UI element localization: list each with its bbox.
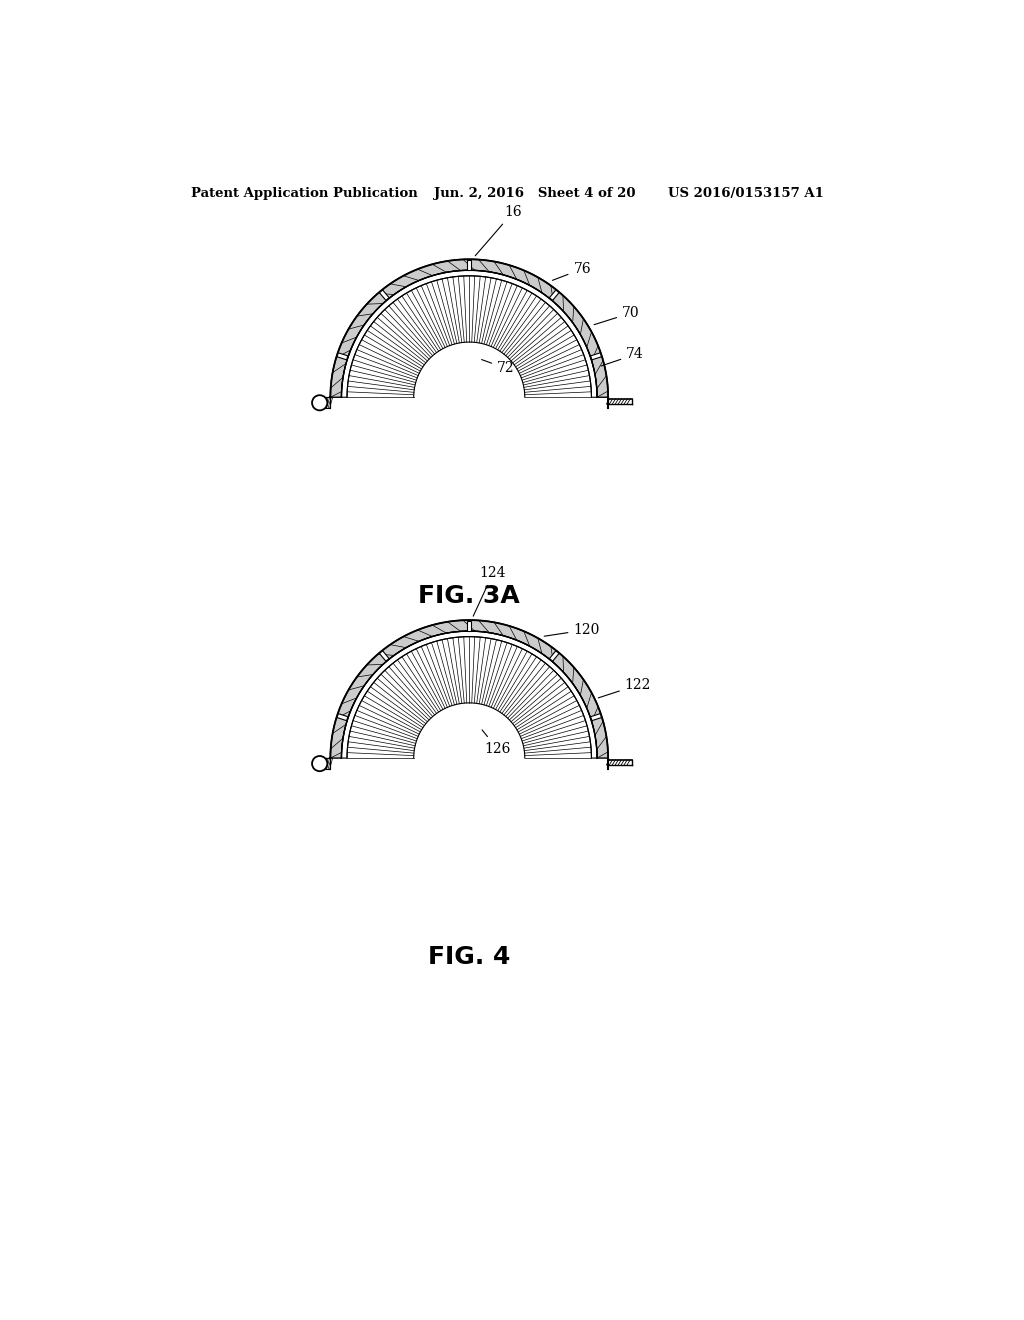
Text: FIG. 4: FIG. 4 <box>428 945 510 969</box>
Polygon shape <box>341 631 597 758</box>
Text: 76: 76 <box>552 261 591 280</box>
Text: Jun. 2, 2016   Sheet 4 of 20: Jun. 2, 2016 Sheet 4 of 20 <box>433 187 635 201</box>
Text: FIG. 3A: FIG. 3A <box>419 585 520 609</box>
Polygon shape <box>337 714 348 721</box>
Polygon shape <box>337 352 348 360</box>
Polygon shape <box>380 651 389 661</box>
Polygon shape <box>341 271 597 397</box>
Polygon shape <box>323 758 331 770</box>
Polygon shape <box>591 714 601 721</box>
Text: Patent Application Publication: Patent Application Publication <box>191 187 418 201</box>
Ellipse shape <box>312 756 328 771</box>
Text: US 2016/0153157 A1: US 2016/0153157 A1 <box>668 187 823 201</box>
Text: 120: 120 <box>544 623 600 636</box>
Polygon shape <box>467 620 471 631</box>
Text: 16: 16 <box>475 206 521 256</box>
Polygon shape <box>550 651 559 661</box>
Text: 70: 70 <box>594 306 640 325</box>
Polygon shape <box>467 260 471 269</box>
Text: 74: 74 <box>601 347 644 366</box>
Text: 72: 72 <box>481 359 515 375</box>
Ellipse shape <box>312 395 328 411</box>
Text: 122: 122 <box>598 678 651 698</box>
Polygon shape <box>331 259 608 397</box>
Polygon shape <box>331 620 608 758</box>
Polygon shape <box>550 290 559 301</box>
Polygon shape <box>591 352 601 360</box>
Text: 126: 126 <box>482 730 510 755</box>
Polygon shape <box>323 397 331 408</box>
Text: 124: 124 <box>473 566 506 616</box>
Polygon shape <box>380 290 389 301</box>
